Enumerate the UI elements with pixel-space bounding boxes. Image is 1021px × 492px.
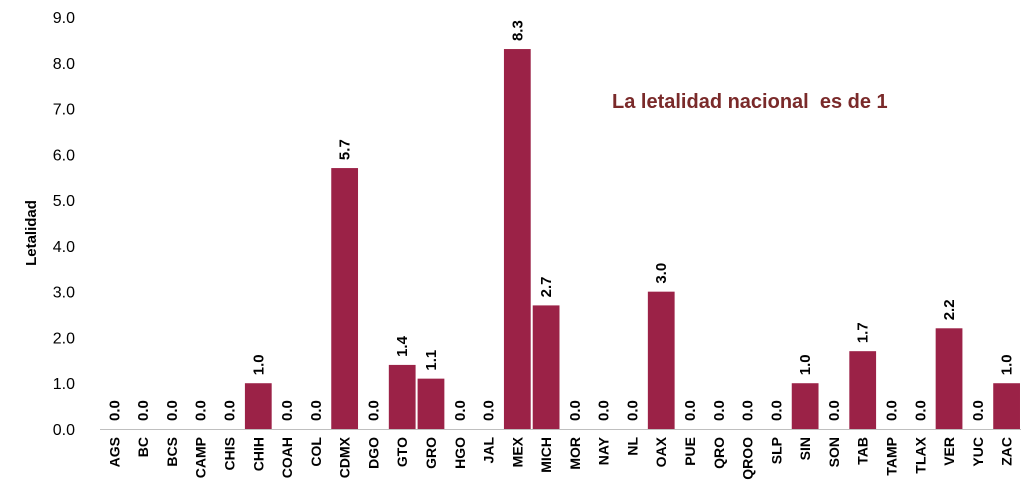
bar-mich	[532, 305, 560, 429]
data-label-chis: 0.0	[222, 400, 239, 421]
data-label-jal: 0.0	[481, 400, 498, 421]
data-label-oax: 3.0	[653, 263, 670, 284]
category-label-hgo: HGO	[452, 437, 468, 469]
data-label-nay: 0.0	[596, 400, 613, 421]
bar-tab	[849, 351, 877, 429]
category-label-ags: AGS	[106, 437, 122, 467]
data-label-mex: 8.3	[509, 20, 526, 41]
category-label-chis: CHIS	[222, 437, 238, 470]
y-tick-label: 2.0	[53, 330, 75, 347]
y-tick-label: 7.0	[53, 102, 75, 119]
bar-ver	[935, 328, 963, 429]
data-label-sin: 1.0	[797, 354, 814, 375]
data-label-slp: 0.0	[768, 400, 785, 421]
y-tick-label: 8.0	[53, 56, 75, 73]
y-axis-label: Letalidad	[23, 200, 40, 266]
y-tick-label: 3.0	[53, 285, 75, 302]
category-label-son: SON	[826, 437, 842, 467]
category-label-jal: JAL	[481, 437, 497, 464]
category-label-bcs: BCS	[164, 437, 180, 467]
category-label-zac: ZAC	[999, 437, 1015, 466]
data-label-yuc: 0.0	[970, 400, 987, 421]
data-label-ver: 2.2	[941, 299, 958, 320]
y-tick-label: 5.0	[53, 193, 75, 210]
data-label-chih: 1.0	[250, 354, 267, 375]
category-label-nay: NAY	[596, 436, 612, 465]
category-label-yuc: YUC	[970, 437, 986, 467]
category-label-cdmx: CDMX	[337, 436, 353, 478]
data-label-son: 0.0	[826, 400, 843, 421]
data-label-coah: 0.0	[279, 400, 296, 421]
bars	[244, 49, 1020, 430]
x-axis-categories: AGS BC BCS CAMP CHIS CHIH COAH COL CDMX DGO GTO GRO…	[106, 436, 1014, 479]
data-label-zac: 1.0	[999, 354, 1016, 375]
category-label-coah: COAH	[279, 437, 295, 478]
category-label-mex: MEX	[509, 436, 525, 467]
data-label-hgo: 0.0	[452, 400, 469, 421]
data-label-ags: 0.0	[106, 400, 123, 421]
data-label-col: 0.0	[308, 400, 325, 421]
data-label-mich: 2.7	[538, 277, 555, 298]
data-label-nl: 0.0	[624, 400, 641, 421]
data-label-qroo: 0.0	[740, 400, 757, 421]
bar-chih	[244, 383, 272, 429]
data-label-gto: 1.4	[394, 335, 411, 357]
y-tick-label: 0.0	[53, 422, 75, 439]
bar-gto	[388, 364, 416, 429]
data-label-qro: 0.0	[711, 400, 728, 421]
category-label-gro: GRO	[423, 437, 439, 469]
category-label-col: COL	[308, 437, 324, 467]
category-label-tlax: TLAX	[912, 436, 928, 473]
data-label-pue: 0.0	[682, 400, 699, 421]
category-label-bc: BC	[135, 437, 151, 457]
bar-zac	[993, 383, 1020, 429]
data-label-bc: 0.0	[135, 400, 152, 421]
category-label-oax: OAX	[653, 436, 669, 467]
y-tick-label: 4.0	[53, 239, 75, 256]
data-label-tamp: 0.0	[883, 400, 900, 421]
bar-cdmx	[331, 168, 359, 430]
data-label-dgo: 0.0	[365, 400, 382, 421]
category-label-ver: VER	[941, 437, 957, 466]
category-label-qroo: QROO	[740, 437, 756, 480]
data-label-tlax: 0.0	[912, 400, 929, 421]
category-label-qro: QRO	[711, 437, 727, 469]
category-label-camp: CAMP	[193, 437, 209, 478]
category-label-tab: TAB	[855, 437, 871, 465]
y-tick-label: 1.0	[53, 376, 75, 393]
data-label-camp: 0.0	[193, 400, 210, 421]
category-label-sin: SIN	[797, 437, 813, 460]
y-tick-label: 6.0	[53, 147, 75, 164]
category-label-dgo: DGO	[365, 437, 381, 469]
category-label-mich: MICH	[538, 437, 554, 473]
data-label-cdmx: 5.7	[337, 139, 354, 160]
category-label-nl: NL	[624, 437, 640, 456]
data-label-gro: 1.1	[423, 350, 440, 371]
category-label-slp: SLP	[768, 437, 784, 464]
bar-sin	[791, 383, 819, 429]
y-tick-label: 9.0	[53, 10, 75, 27]
bar-gro	[417, 378, 445, 429]
bar-mex	[503, 49, 531, 430]
chart-annotation: La letalidad nacional es de 1	[612, 91, 888, 113]
category-label-chih: CHIH	[250, 437, 266, 471]
category-label-mor: MOR	[567, 437, 583, 470]
category-label-tamp: TAMP	[883, 437, 899, 476]
data-label-tab: 1.7	[855, 322, 872, 343]
data-labels: 0.0 0.0 0.0 0.0 0.0 1.0 0.0 0.0 5.7 0.0 1.4 1.1 0.0 0…	[106, 20, 1015, 421]
bar-oax	[647, 291, 675, 429]
data-label-mor: 0.0	[567, 400, 584, 421]
category-label-gto: GTO	[394, 437, 410, 467]
data-label-bcs: 0.0	[164, 400, 181, 421]
y-axis-ticks: 0.0 1.0 2.0 3.0 4.0 5.0 6.0 7.0 8.0 9.0	[53, 10, 75, 439]
category-label-pue: PUE	[682, 437, 698, 466]
